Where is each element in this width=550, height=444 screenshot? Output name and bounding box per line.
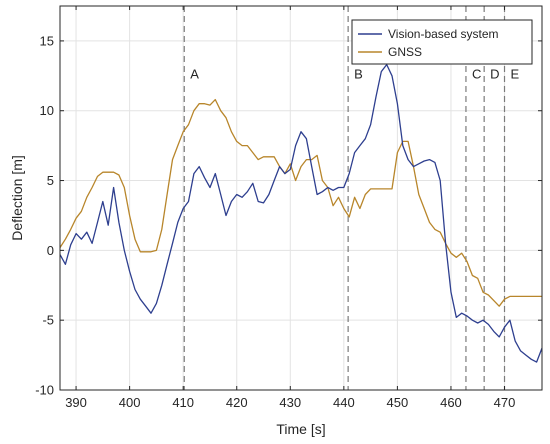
x-axis-title: Time [s]: [276, 421, 325, 437]
event-label-d: D: [490, 67, 499, 82]
plot-frame: [59, 5, 543, 391]
series-lines: [59, 63, 543, 363]
x-tick-label: 400: [119, 395, 141, 410]
event-label-b: B: [354, 67, 363, 82]
legend-label-vision: Vision-based system: [388, 27, 499, 41]
event-label-e: E: [511, 67, 520, 82]
series-line-gnss: [59, 98, 542, 307]
y-tick-label: -5: [42, 313, 54, 328]
x-tick-label: 410: [172, 395, 194, 410]
legend-box: [351, 19, 533, 65]
y-tick-label: 10: [40, 103, 54, 118]
x-tick-label: 440: [333, 395, 355, 410]
legend: Vision-based system GNSS: [351, 19, 533, 65]
y-tick-label: 15: [40, 33, 54, 48]
x-tick-label: 420: [226, 395, 248, 410]
x-tick-label: 470: [494, 395, 516, 410]
plot-area: [60, 6, 542, 390]
legend-label-gnss: GNSS: [388, 45, 422, 59]
y-tick-label: 5: [47, 173, 54, 188]
series-line-vision: [59, 63, 543, 363]
x-tick-label: 450: [387, 395, 409, 410]
axis-ticks: 390 400 410 420 430 440 450 460 470 -10 -5 0 5 10 15: [35, 6, 542, 410]
event-label-a: A: [190, 67, 199, 82]
event-label-c: C: [472, 67, 481, 82]
x-tick-label: 390: [65, 395, 87, 410]
y-tick-label: -10: [35, 383, 54, 398]
x-tick-label: 430: [279, 395, 301, 410]
y-axis-title: Deflection [m]: [9, 155, 25, 241]
y-tick-label: 0: [47, 243, 54, 258]
x-tick-label: 460: [440, 395, 462, 410]
